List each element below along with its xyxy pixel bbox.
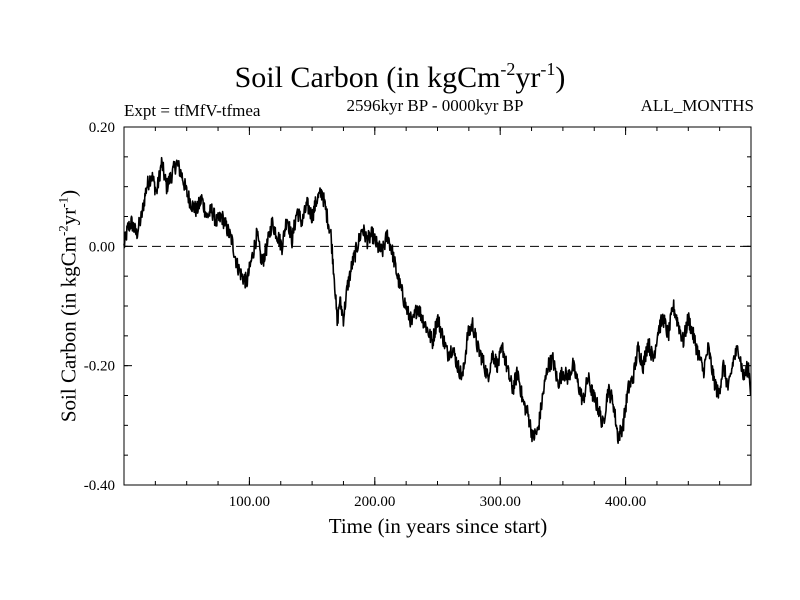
- x-tick-label: 300.00: [480, 494, 521, 510]
- y-tick-label: -0.40: [84, 478, 115, 494]
- x-axis-label: Time (in years since start): [328, 514, 548, 538]
- chart-title: Soil Carbon (in kgCm-2yr-1): [234, 59, 566, 94]
- y-tick-label: 0.00: [89, 239, 115, 255]
- x-tick-label: 200.00: [354, 494, 395, 510]
- months-label: ALL_MONTHS: [640, 96, 754, 115]
- time-range-label: 2596kyr BP - 0000kyr BP: [346, 96, 524, 115]
- y-axis-label: Soil Carbon (in kgCm-2yr-1): [55, 189, 81, 423]
- x-tick-label: 100.00: [229, 494, 270, 510]
- series-line-soil-carbon: [123, 156, 752, 445]
- y-tick-label: -0.20: [84, 359, 115, 375]
- y-tick-label: 0.20: [89, 120, 115, 136]
- plot-frame: [123, 126, 752, 486]
- x-tick-label: 400.00: [605, 494, 646, 510]
- experiment-label: Expt = tfMfV-tfmea: [124, 101, 261, 120]
